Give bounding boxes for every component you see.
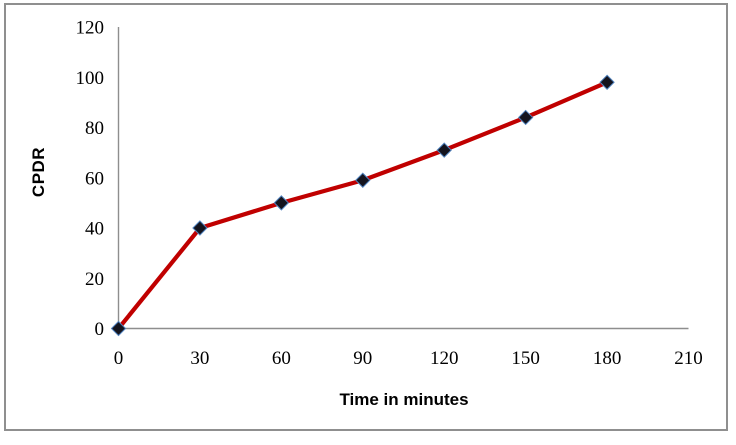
x-tick-label: 120 bbox=[430, 348, 459, 369]
y-tick-label: 0 bbox=[95, 319, 105, 340]
series-line bbox=[116, 80, 610, 331]
chart-frame bbox=[4, 3, 728, 431]
data-point-marker bbox=[355, 172, 371, 188]
data-point-marker bbox=[436, 142, 452, 158]
x-tick-label: 150 bbox=[511, 348, 540, 369]
x-tick-label: 60 bbox=[272, 348, 291, 369]
x-tick-label: 0 bbox=[114, 348, 124, 369]
x-tick-label: 180 bbox=[593, 348, 622, 369]
y-tick-label: 40 bbox=[85, 219, 104, 240]
x-axis-title: Time in minutes bbox=[339, 390, 469, 409]
data-point-marker bbox=[273, 195, 290, 211]
y-tick-label: 60 bbox=[85, 168, 104, 189]
data-point-marker bbox=[110, 320, 127, 337]
x-tick-label: 210 bbox=[674, 348, 703, 369]
y-tick-label: 120 bbox=[76, 18, 105, 39]
data-point-marker bbox=[517, 109, 534, 126]
y-tick-label: 80 bbox=[85, 118, 104, 139]
y-axis-title: CPDR bbox=[29, 146, 48, 198]
data-point-marker bbox=[192, 220, 208, 236]
data-point-marker bbox=[599, 74, 615, 90]
y-tick-label: 20 bbox=[85, 269, 104, 290]
y-tick-label: 100 bbox=[76, 68, 105, 89]
x-tick-label: 90 bbox=[353, 348, 372, 369]
x-tick-label: 30 bbox=[190, 348, 209, 369]
